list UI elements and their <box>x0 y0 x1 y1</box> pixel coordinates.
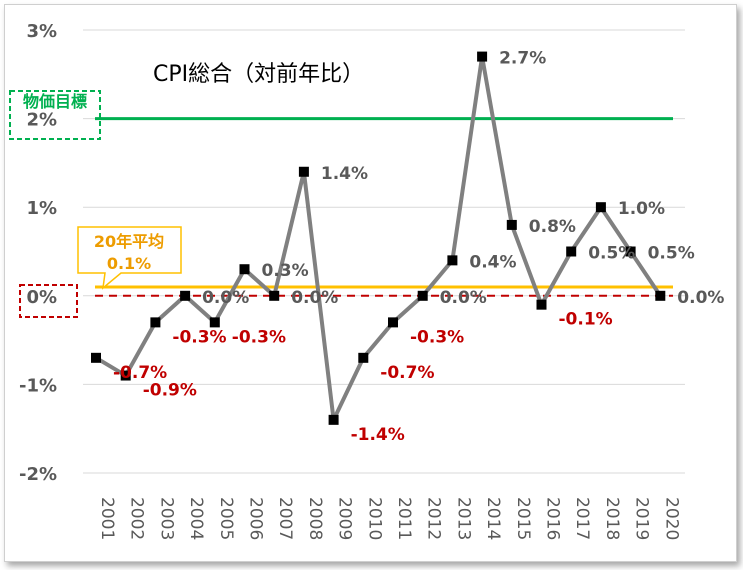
y-tick-label: -2% <box>19 464 57 485</box>
data-label: 0.4% <box>469 252 516 272</box>
y-tick-label: 3% <box>26 21 57 42</box>
data-point <box>536 299 547 310</box>
data-point <box>120 370 131 381</box>
data-label: -0.3% <box>172 327 226 347</box>
data-label: 0.0% <box>291 288 338 308</box>
x-tick-label: 2007 <box>275 497 295 540</box>
x-tick-label: 2010 <box>364 497 384 540</box>
y-tick-label: 1% <box>26 198 57 219</box>
data-point <box>298 166 309 177</box>
data-point <box>388 317 398 328</box>
x-axis-ticks: 2001 2002 2003 2004 2005 2006 2007 2008 2009 2010… <box>97 497 681 540</box>
data-label: 0.0% <box>677 288 724 308</box>
data-label: 1.4% <box>321 164 368 184</box>
data-point <box>595 202 606 213</box>
x-tick-label: 2015 <box>513 497 533 540</box>
x-tick-label: 2006 <box>246 497 266 540</box>
annotations: 物価目標 20年平均 0.1% <box>9 90 182 318</box>
chart-frame: 3% 2% 1% 0% -1% -2% 2001 2002 2003 2004 2005 2006 2… <box>4 4 737 562</box>
average-label: 0.1% <box>107 254 151 273</box>
data-point <box>358 352 369 363</box>
data-label: -1.4% <box>351 425 405 445</box>
data-point <box>150 317 161 328</box>
data-point <box>209 317 220 328</box>
data-label: 0.3% <box>262 261 309 281</box>
data-point <box>269 290 280 301</box>
x-tick-label: 2005 <box>216 497 236 540</box>
data-label: -0.9% <box>143 381 197 401</box>
x-tick-label: 2011 <box>394 497 414 540</box>
data-label: 0.0% <box>440 288 487 308</box>
data-label: -0.3% <box>410 327 464 347</box>
data-label: 0.5% <box>588 244 635 264</box>
x-tick-label: 2018 <box>602 497 622 540</box>
average-callout <box>77 226 182 290</box>
y-tick-label: -1% <box>19 375 57 396</box>
data-point <box>180 290 191 301</box>
reference-lines <box>95 117 673 297</box>
x-tick-label: 2016 <box>543 497 563 540</box>
x-tick-label: 2008 <box>305 497 325 540</box>
chart-title: CPI総合（対前年比） <box>153 62 364 87</box>
data-label: 0.8% <box>529 217 576 237</box>
data-point <box>239 264 250 275</box>
x-tick-label: 2004 <box>186 497 206 540</box>
data-label: 2.7% <box>499 49 546 69</box>
data-point <box>447 255 458 266</box>
y-tick-label: 2% <box>26 110 57 131</box>
x-tick-label: 2020 <box>661 497 681 540</box>
x-tick-label: 2003 <box>156 497 176 540</box>
data-label: -0.3% <box>232 327 286 347</box>
cpi-line-chart: 3%2%1%0%-1%-2% 2001 2002 2003 2004 2005 2006 2… <box>9 21 724 540</box>
y-axis-ticks: 3% 2% 1% 0% -1% -2% <box>19 21 57 485</box>
data-label: 0.0% <box>202 288 249 308</box>
average-label: 20年平均 <box>94 232 164 251</box>
zero-line-box <box>19 284 78 318</box>
data-label: -0.1% <box>559 310 613 330</box>
data-point <box>566 246 577 257</box>
data-label: -0.7% <box>113 363 167 383</box>
target-box <box>9 90 101 140</box>
x-tick-label: 2012 <box>424 497 444 540</box>
x-tick-label: 2002 <box>127 497 147 540</box>
x-tick-label: 2009 <box>335 497 355 540</box>
data-point <box>506 219 517 230</box>
data-label: -0.7% <box>380 363 434 383</box>
data-point <box>417 290 428 301</box>
x-tick-label: 2013 <box>453 497 473 540</box>
data-point <box>91 352 101 363</box>
x-tick-label: 2001 <box>97 497 117 540</box>
y-tick-label: 0% <box>26 287 57 308</box>
x-tick-label: 2014 <box>483 497 503 540</box>
data-label: 0.5% <box>648 244 695 264</box>
data-point <box>477 51 488 62</box>
target-label: 物価目標 <box>23 92 87 111</box>
data-labels: -0.7%-0.9%-0.3%0.0%-0.3%0.3%0.0%1.4%-1.4… <box>113 49 724 445</box>
data-point <box>328 414 339 425</box>
data-label: 1.0% <box>618 199 665 219</box>
data-point <box>625 246 636 257</box>
cpi-series <box>91 51 666 425</box>
data-point <box>655 290 666 301</box>
x-tick-label: 2017 <box>572 497 592 540</box>
x-tick-label: 2019 <box>632 497 652 540</box>
